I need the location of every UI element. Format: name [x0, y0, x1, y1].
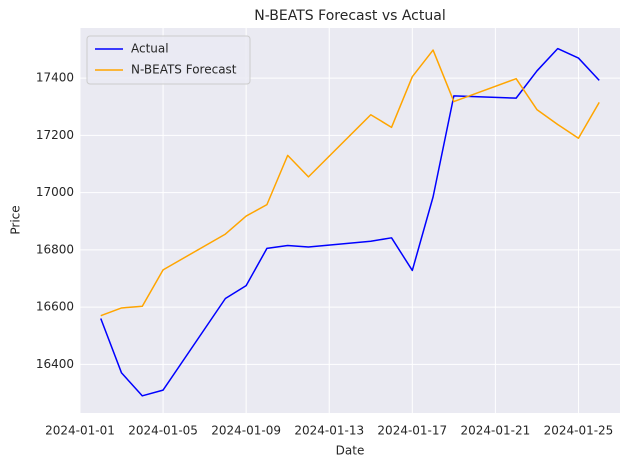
plot-background [80, 28, 620, 413]
y-tick-label: 17000 [36, 185, 74, 199]
y-tick-label: 17200 [36, 128, 74, 142]
x-tick-label: 2024-01-05 [128, 424, 198, 438]
data-line [100, 47, 600, 397]
x-tick-label: 2024-01-01 [45, 424, 115, 438]
y-tick-label: 16400 [36, 357, 74, 371]
legend-label: Actual [131, 42, 169, 56]
x-axis-label: Date [336, 444, 365, 458]
y-tick-label: 16800 [36, 242, 74, 256]
legend-label: N-BEATS Forecast [131, 63, 237, 77]
chart-title: N-BEATS Forecast vs Actual [254, 8, 445, 24]
y-tick-label: 16600 [36, 300, 74, 314]
x-tick-label: 2024-01-13 [294, 424, 364, 438]
y-tick-label: 17400 [36, 71, 74, 85]
legend-box [86, 35, 251, 85]
x-tick-label: 2024-01-09 [211, 424, 281, 438]
x-tick-label: 2024-01-21 [461, 424, 531, 438]
x-tick-label: 2024-01-17 [377, 424, 447, 438]
y-axis-label: Price [9, 205, 23, 234]
data-line [100, 49, 600, 317]
x-tick-label: 2024-01-25 [544, 424, 614, 438]
